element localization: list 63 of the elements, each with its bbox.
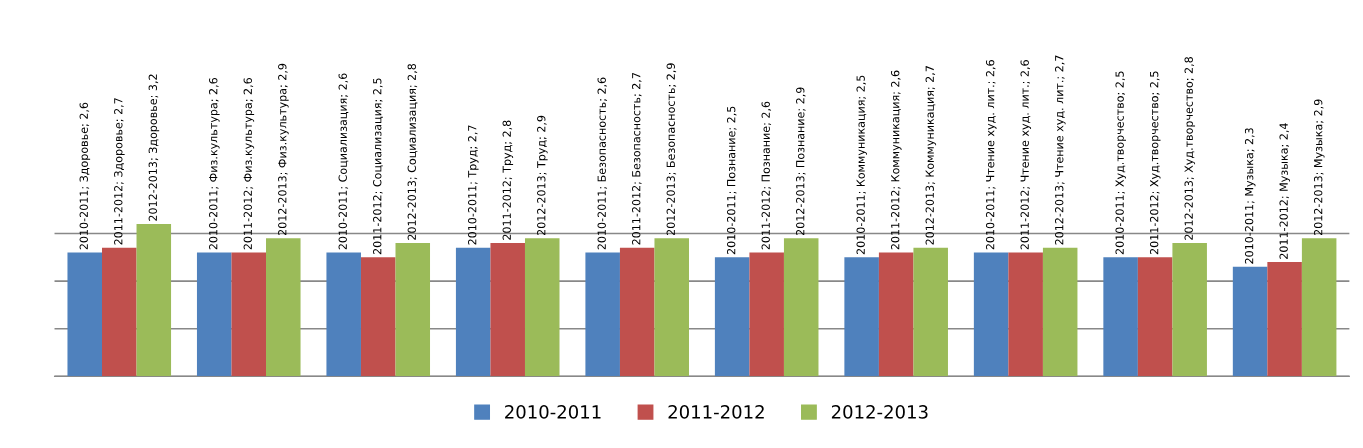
- data-label: 2012-2013; Музыка; 2,9: [1313, 99, 1325, 236]
- bar: [973, 252, 1009, 377]
- legend-label: 2010-2011: [505, 405, 601, 419]
- data-label: 2011-2012; Музыка; 2,4: [1279, 123, 1290, 259]
- bar: [360, 257, 396, 377]
- bar: [136, 224, 172, 377]
- bar: [913, 247, 948, 377]
- bar: [196, 252, 232, 377]
- data-label: 2011-2012; Здоровье; 2,7: [114, 98, 125, 245]
- data-label: 2012-2013; Чтение худ. лит.; 2,7: [1055, 55, 1066, 245]
- bar: [714, 257, 750, 377]
- bar: [619, 247, 655, 377]
- data-label: 2012-2013; Здоровье; 3,2: [148, 74, 160, 221]
- bar: [67, 252, 102, 377]
- bar: [1137, 257, 1173, 377]
- bar: [749, 252, 784, 377]
- data-label: 2010-2011; Худ.творчество; 2,5: [1115, 71, 1126, 255]
- data-label: 2012-2013; Безопасность; 2,9: [666, 63, 677, 236]
- bar: [1103, 257, 1138, 377]
- data-label: 2011-2012; Социализация; 2,5: [373, 78, 383, 255]
- data-label: 2010-2011; Физ.культура; 2,6: [209, 78, 220, 250]
- bar: [231, 252, 267, 377]
- legend-label: 2012-2013: [831, 405, 928, 419]
- bar: [1042, 247, 1078, 377]
- data-label: 2012-2013; Социализация; 2,8: [407, 63, 418, 240]
- data-label: 2011-2012; Безопасность; 2,7: [632, 73, 642, 245]
- data-label: 2011-2012; Чтение худ. лит.; 2,6: [1020, 60, 1032, 250]
- data-label: 2010-2011; Коммуникация; 2,5: [856, 75, 868, 255]
- bar: [1172, 243, 1207, 377]
- bar: [844, 257, 879, 377]
- data-label: 2011-2012; Познание; 2,6: [761, 101, 772, 250]
- data-label: 2010-2011; Чтение худ. лит.; 2,6: [985, 60, 997, 250]
- data-label: 2012-2013; Физ.культура; 2,9: [278, 63, 289, 236]
- data-label: 2012-2013; Труд; 2,9: [537, 115, 548, 236]
- data-label: 2010-2011; Безопасность; 2,6: [597, 77, 608, 250]
- bar: [490, 243, 525, 377]
- bar: [395, 243, 431, 377]
- bar: [524, 238, 560, 377]
- bar: [1301, 238, 1337, 377]
- bar: [102, 247, 137, 377]
- data-label: 2012-2013; Познание; 2,9: [796, 87, 806, 236]
- data-label: 2011-2012; Худ.творчество; 2,5: [1149, 71, 1161, 255]
- data-label: 2010-2011; Здоровье; 2,6: [79, 102, 91, 250]
- legend-label: 2011-2012: [668, 405, 764, 419]
- bar: [878, 252, 914, 377]
- data-label: 2010-2011; Социализация; 2,6: [338, 73, 349, 250]
- bar: [326, 252, 361, 377]
- bar: [1267, 262, 1302, 377]
- bar: [266, 238, 301, 377]
- data-label: 2012-2013; Коммуникация; 2,7: [925, 66, 937, 245]
- data-label: 2012-2013; Худ.творчество; 2,8: [1184, 57, 1196, 240]
- bar: [654, 238, 689, 377]
- data-label: 2011-2012; Коммуникация; 2,6: [890, 70, 902, 250]
- data-label: 2011-2012; Физ.культура; 2,6: [243, 78, 255, 250]
- bar: [1232, 266, 1268, 377]
- bar: [585, 252, 620, 377]
- bar: [455, 247, 491, 377]
- data-label: 2010-2011; Музыка; 2,3: [1244, 128, 1256, 264]
- data-label: 2010-2011; Труд; 2,7: [468, 125, 479, 245]
- bar: [783, 238, 819, 377]
- data-label: 2010-2011; Познание; 2,5: [726, 106, 737, 255]
- bar: [1008, 252, 1043, 377]
- data-label: 2011-2012; Труд; 2,8: [502, 120, 514, 240]
